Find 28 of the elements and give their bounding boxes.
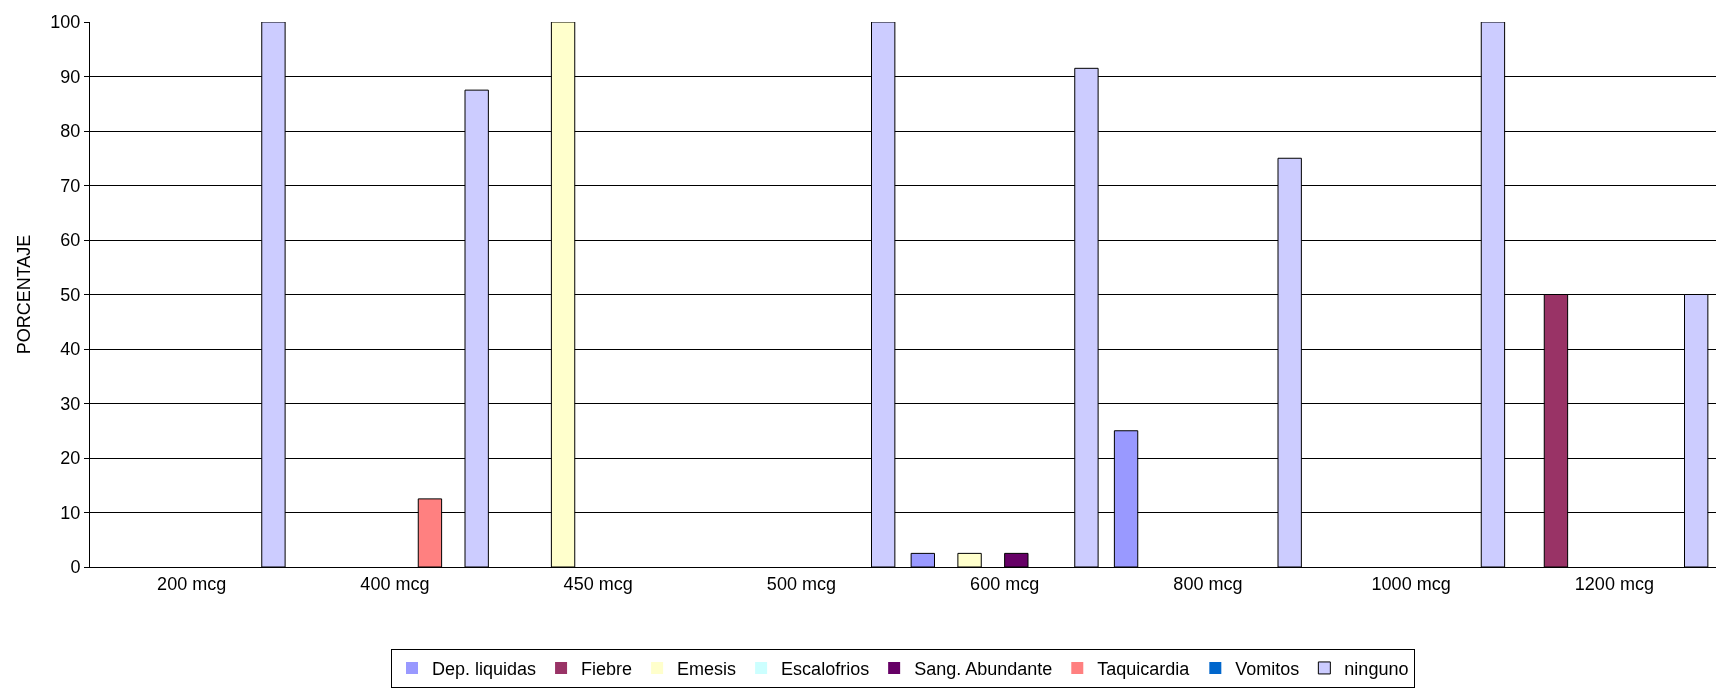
legend-label: Taquicardia xyxy=(1097,658,1191,679)
y-tick-label: 30 xyxy=(60,393,81,414)
y-tick-label: 10 xyxy=(60,502,81,523)
y-tick-label: 60 xyxy=(60,230,81,251)
x-tick-label: 400 mcg xyxy=(360,573,430,594)
legend-label: Escalofrios xyxy=(781,658,870,679)
y-tick-label: 50 xyxy=(60,284,81,305)
x-tick-label: 1000 mcg xyxy=(1371,573,1451,594)
x-tick-label: 1200 mcg xyxy=(1574,573,1654,594)
y-tick-label: 100 xyxy=(50,12,81,33)
y-tick-label: 0 xyxy=(70,557,81,578)
x-tick-label: 500 mcg xyxy=(766,573,836,594)
y-axis-title: PORCENTAJE xyxy=(13,234,34,355)
legend-label: Fiebre xyxy=(581,658,633,679)
legend-label: Sang. Abundante xyxy=(914,658,1053,679)
x-tick-label: 450 mcg xyxy=(563,573,633,594)
y-tick-label: 40 xyxy=(60,339,81,360)
y-tick-label: 20 xyxy=(60,448,81,469)
legend-label: Vomitos xyxy=(1235,658,1300,679)
y-tick-label: 90 xyxy=(60,66,81,87)
legend-label: ninguno xyxy=(1344,658,1409,679)
y-tick-label: 80 xyxy=(60,121,81,142)
legend-label: Emesis xyxy=(677,658,737,679)
y-tick-label: 70 xyxy=(60,175,81,196)
x-tick-label: 600 mcg xyxy=(970,573,1040,594)
legend-label: Dep. liquidas xyxy=(432,658,537,679)
x-tick-label: 200 mcg xyxy=(157,573,227,594)
x-tick-label: 800 mcg xyxy=(1173,573,1243,594)
